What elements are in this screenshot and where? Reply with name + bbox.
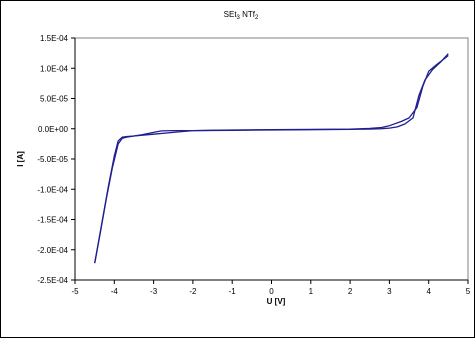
y-tick-label: -2.0E-04 xyxy=(37,246,68,255)
chart-title-sub2: 2 xyxy=(255,15,259,21)
x-axis-title: U [V] xyxy=(267,297,286,306)
y-tick-label: 5.0E-05 xyxy=(40,95,69,104)
y-tick-label: 1.5E-04 xyxy=(40,34,69,43)
chart-title-main: SEt xyxy=(224,10,238,19)
x-tick-label: 3 xyxy=(387,287,392,296)
x-tick-label: -5 xyxy=(71,287,79,296)
chart-title: SEt3 NTf2 xyxy=(224,10,259,21)
chart-title-middle: NTf xyxy=(240,10,256,19)
y-tick-label: -1.5E-04 xyxy=(37,216,68,225)
y-axis-title: I [A] xyxy=(16,151,25,167)
series-line-reverse-sweep xyxy=(94,53,449,264)
x-tick-label: 0 xyxy=(269,287,274,296)
x-axis-ticks: -5 -4 -3 -2 -1 0 1 2 3 4 5 xyxy=(71,280,471,296)
y-tick-label: -2.5E-04 xyxy=(37,276,68,285)
x-tick-label: 1 xyxy=(309,287,314,296)
x-tick-label: -3 xyxy=(150,287,158,296)
y-tick-label: 1.0E-04 xyxy=(40,64,69,73)
series-group xyxy=(94,53,449,264)
y-tick-label: -5.0E-05 xyxy=(37,155,68,164)
x-tick-label: 5 xyxy=(466,287,471,296)
x-tick-label: 2 xyxy=(348,287,353,296)
y-tick-label: 0.0E+00 xyxy=(38,125,69,134)
x-tick-label: -4 xyxy=(111,287,119,296)
x-tick-label: -1 xyxy=(229,287,237,296)
x-tick-label: 4 xyxy=(426,287,431,296)
y-axis-ticks: 1.5E-04 1.0E-04 5.0E-05 0.0E+00 -5.0E-05 -1.0… xyxy=(37,34,75,285)
y-tick-label: -1.0E-04 xyxy=(37,185,68,194)
chart-title-sub1: 3 xyxy=(237,15,241,21)
x-tick-label: -2 xyxy=(189,287,197,296)
plot-area-border xyxy=(74,37,469,281)
